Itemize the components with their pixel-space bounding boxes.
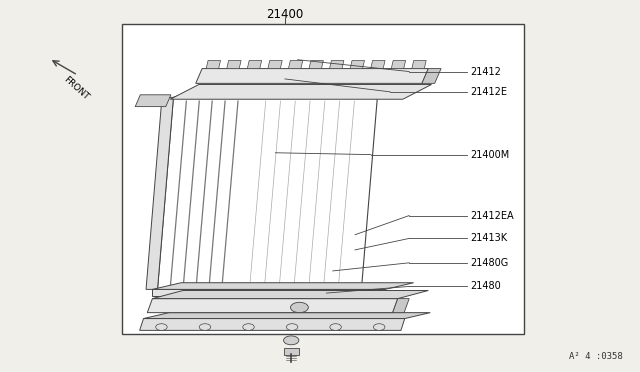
Circle shape [243,324,254,330]
Polygon shape [309,61,323,68]
Text: 21400: 21400 [266,8,303,21]
Polygon shape [140,318,404,330]
Text: 21400M: 21400M [470,150,509,160]
Polygon shape [206,61,221,68]
Text: 21412: 21412 [470,67,501,77]
Polygon shape [122,23,524,334]
Text: A² 4 :0358: A² 4 :0358 [569,352,623,361]
Text: 21480: 21480 [470,282,501,291]
Text: 21412EA: 21412EA [470,211,514,221]
Circle shape [199,324,211,330]
Polygon shape [147,299,397,312]
Polygon shape [143,312,430,318]
Polygon shape [247,61,262,68]
Polygon shape [371,61,385,68]
Polygon shape [152,291,428,299]
Text: 21480G: 21480G [470,258,509,268]
Circle shape [284,336,299,345]
Polygon shape [391,61,406,68]
Polygon shape [157,97,378,289]
Circle shape [286,324,298,330]
Polygon shape [152,283,413,289]
Polygon shape [146,97,173,289]
Polygon shape [330,61,344,68]
Polygon shape [173,87,406,97]
Circle shape [373,324,385,330]
Polygon shape [227,61,241,68]
Polygon shape [350,61,365,68]
FancyBboxPatch shape [284,348,299,355]
Polygon shape [422,68,441,83]
Polygon shape [393,299,409,312]
Text: 21412E: 21412E [470,87,508,97]
Circle shape [291,302,308,312]
Circle shape [330,324,341,330]
Polygon shape [170,84,431,99]
Polygon shape [196,68,428,83]
Polygon shape [152,289,385,296]
Polygon shape [268,61,282,68]
Circle shape [156,324,167,330]
Polygon shape [289,61,303,68]
Text: FRONT: FRONT [62,75,91,102]
Text: 21413K: 21413K [470,233,508,243]
Polygon shape [135,95,171,107]
Polygon shape [412,61,426,68]
